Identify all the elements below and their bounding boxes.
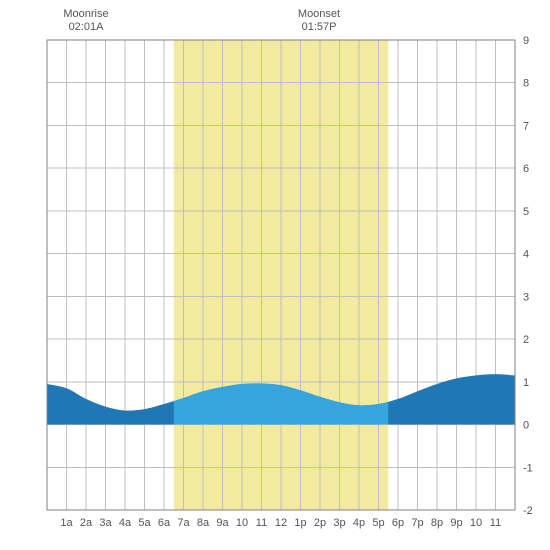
x-tick-label: 2a xyxy=(80,517,93,529)
x-tick-label: 9p xyxy=(450,517,462,529)
x-tick-label: 1p xyxy=(294,517,306,529)
x-tick-label: 10 xyxy=(236,517,248,529)
chart-svg: -2-101234567891a2a3a4a5a6a7a8a9a1011121p… xyxy=(5,5,545,545)
x-tick-label: 4p xyxy=(353,517,365,529)
x-tick-label: 8a xyxy=(197,517,210,529)
x-tick-label: 1a xyxy=(60,517,73,529)
moonset-label: Moonset 01:57P xyxy=(289,8,349,34)
x-tick-label: 6p xyxy=(392,517,404,529)
tide-chart: Moonrise 02:01A Moonset 01:57P -2-101234… xyxy=(5,5,545,545)
x-tick-label: 10 xyxy=(470,517,482,529)
y-tick-label: -2 xyxy=(523,505,533,517)
y-tick-label: 7 xyxy=(523,120,529,132)
x-tick-label: 4a xyxy=(119,517,132,529)
y-tick-label: -1 xyxy=(523,462,533,474)
x-tick-label: 9a xyxy=(216,517,229,529)
y-tick-label: 3 xyxy=(523,291,529,303)
y-tick-label: 2 xyxy=(523,334,529,346)
x-tick-label: 11 xyxy=(490,517,501,529)
y-tick-label: 9 xyxy=(523,35,529,47)
x-tick-label: 11 xyxy=(256,517,267,529)
x-tick-label: 3p xyxy=(333,517,345,529)
x-tick-label: 7a xyxy=(177,517,190,529)
x-tick-label: 6a xyxy=(158,517,171,529)
x-tick-label: 5a xyxy=(138,517,151,529)
y-tick-label: 8 xyxy=(523,78,529,90)
x-tick-label: 12 xyxy=(275,517,287,529)
moonrise-label: Moonrise 02:01A xyxy=(56,8,116,34)
y-tick-label: 6 xyxy=(523,163,529,175)
y-tick-label: 0 xyxy=(523,420,529,432)
x-tick-label: 7p xyxy=(411,517,423,529)
x-tick-label: 5p xyxy=(372,517,384,529)
x-tick-label: 3a xyxy=(99,517,112,529)
y-tick-label: 5 xyxy=(523,206,529,218)
x-tick-label: 8p xyxy=(431,517,443,529)
y-tick-label: 1 xyxy=(523,377,529,389)
y-tick-label: 4 xyxy=(523,249,529,261)
x-tick-label: 2p xyxy=(314,517,326,529)
